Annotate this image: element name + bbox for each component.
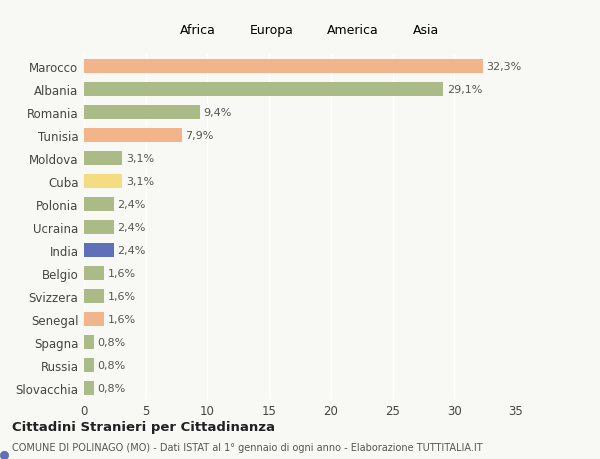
Bar (84, 358, 94, 372)
Bar (84, 128, 182, 142)
Text: 2,4%: 2,4% (118, 222, 146, 232)
Bar (84, 381, 94, 395)
Bar (84, 289, 104, 303)
Text: COMUNE DI POLINAGO (MO) - Dati ISTAT al 1° gennaio di ogni anno - Elaborazione T: COMUNE DI POLINAGO (MO) - Dati ISTAT al … (12, 442, 482, 452)
Text: 2,4%: 2,4% (118, 199, 146, 209)
Text: 1,6%: 1,6% (107, 291, 136, 301)
Text: 0,8%: 0,8% (98, 337, 126, 347)
Bar (84, 197, 113, 211)
Text: 32,3%: 32,3% (487, 62, 521, 72)
Bar (84, 174, 122, 188)
Bar (84, 59, 482, 73)
Text: 1,6%: 1,6% (107, 268, 136, 278)
Text: 1,6%: 1,6% (107, 314, 136, 324)
Bar (84, 220, 113, 234)
Text: 0,8%: 0,8% (98, 360, 126, 370)
Legend: Africa, Europa, America, Asia: Africa, Europa, America, Asia (156, 19, 444, 42)
Bar (84, 335, 94, 349)
Bar (84, 266, 104, 280)
Text: 29,1%: 29,1% (447, 84, 482, 95)
Text: 2,4%: 2,4% (118, 245, 146, 255)
Text: 9,4%: 9,4% (204, 107, 232, 118)
Bar (84, 243, 113, 257)
Bar (84, 82, 443, 96)
Bar (84, 151, 122, 165)
Bar (84, 105, 200, 119)
Text: 7,9%: 7,9% (185, 130, 214, 140)
Bar (84, 312, 104, 326)
Text: 3,1%: 3,1% (126, 153, 154, 163)
Text: 3,1%: 3,1% (126, 176, 154, 186)
Text: 0,8%: 0,8% (98, 383, 126, 393)
Text: Cittadini Stranieri per Cittadinanza: Cittadini Stranieri per Cittadinanza (12, 420, 275, 433)
